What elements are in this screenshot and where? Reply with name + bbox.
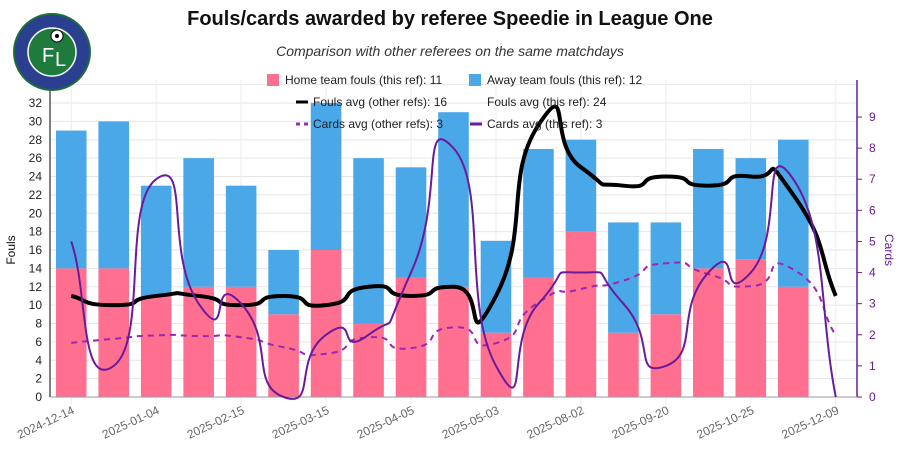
legend-swatch [267, 74, 279, 86]
legend-label: Fouls avg (this ref): 24 [487, 95, 607, 109]
x-tick-label: 2025-08-02 [525, 403, 587, 442]
x-tick-label: 2025-04-05 [355, 403, 417, 442]
bar-away [523, 148, 554, 278]
bar-home [608, 332, 639, 397]
bar-away [268, 250, 299, 315]
bar-away [55, 130, 87, 269]
football-lineups-logo: F L [13, 13, 91, 91]
x-tick-label: 2025-05-03 [440, 403, 502, 442]
bar-away [608, 222, 639, 333]
legend-swatch [469, 74, 481, 86]
y-tick-label: 12 [29, 280, 43, 294]
bar-away [735, 158, 767, 260]
y2-tick-label: 0 [869, 390, 876, 404]
legend-label: Fouls avg (other refs): 16 [313, 95, 447, 109]
y2-tick-label: 6 [869, 203, 876, 217]
line-fouls-avg-other-refs [70, 104, 838, 325]
y-tick-label: 0 [35, 390, 42, 404]
bar-away [98, 121, 130, 269]
bar-home [777, 286, 809, 397]
bar-home [438, 286, 469, 397]
bar-home [310, 250, 342, 397]
y2-tick-label: 4 [869, 266, 876, 280]
y2-tick-label: 3 [869, 297, 876, 311]
bar-away [650, 222, 682, 315]
legend-label: Away team fouls (this ref): 12 [487, 73, 643, 87]
y-tick-label: 26 [29, 151, 43, 165]
y-tick-label: 18 [29, 225, 43, 239]
y-tick-label: 24 [29, 170, 43, 184]
legend-label: Cards avg (other refs): 3 [313, 117, 443, 131]
bar-home [268, 314, 299, 397]
y2-tick-label: 1 [869, 359, 876, 373]
bar-away [480, 240, 512, 333]
y-axis-title: Fouls [4, 235, 18, 264]
line-cards-avg-other-refs [71, 261, 837, 357]
bar-away [438, 112, 469, 287]
line-cards-avg-this-ref [70, 138, 837, 400]
bar-home [55, 268, 87, 397]
chart-subtitle: Comparison with other referees on the sa… [276, 43, 624, 59]
bar-away [183, 158, 214, 287]
y-tick-label: 28 [29, 133, 43, 147]
x-tick-label: 2025-12-09 [779, 403, 841, 442]
x-tick-label: 2025-09-20 [610, 403, 672, 442]
bar-home [735, 259, 767, 397]
bar-home [565, 231, 597, 397]
y2-tick-label: 2 [869, 328, 876, 342]
x-tick-label: 2024-12-14 [15, 403, 77, 442]
y-tick-label: 10 [29, 298, 43, 312]
y-tick-label: 16 [29, 243, 43, 257]
y-tick-label: 6 [35, 335, 42, 349]
y-tick-label: 22 [29, 188, 43, 202]
bar-home [98, 268, 130, 397]
bar-away [353, 158, 384, 324]
bar-away [395, 167, 427, 278]
y-tick-label: 2 [35, 372, 42, 386]
bar-home [140, 295, 172, 397]
bar-home [650, 314, 682, 397]
bar-away [225, 185, 257, 287]
y2-axis-title: Cards [882, 234, 896, 266]
x-tick-label: 2025-01-04 [100, 403, 162, 442]
legend-label: Home team fouls (this ref): 11 [285, 73, 442, 87]
bar-away [310, 103, 342, 250]
x-tick-label: 2025-02-15 [185, 403, 247, 442]
legend-label: Cards avg (this ref): 3 [487, 117, 603, 131]
bar-away [140, 185, 172, 296]
y-tick-label: 8 [35, 317, 42, 331]
y-tick-label: 30 [29, 114, 43, 128]
y2-tick-label: 9 [869, 110, 876, 124]
y-tick-label: 32 [29, 96, 43, 110]
y-tick-label: 14 [29, 261, 43, 275]
y2-tick-label: 5 [869, 234, 876, 248]
y2-tick-label: 8 [869, 141, 876, 155]
x-tick-label: 2025-10-25 [695, 403, 757, 442]
bar-home [523, 277, 554, 397]
bar-away [693, 148, 724, 269]
svg-text:L: L [55, 49, 66, 71]
x-tick-label: 2025-03-15 [270, 403, 332, 442]
y2-tick-label: 7 [869, 172, 876, 186]
svg-text:F: F [42, 45, 54, 67]
bar-home [693, 268, 724, 397]
chart-title: Fouls/cards awarded by referee Speedie i… [187, 8, 713, 30]
y-tick-label: 4 [35, 353, 42, 367]
y-tick-label: 20 [29, 206, 43, 220]
